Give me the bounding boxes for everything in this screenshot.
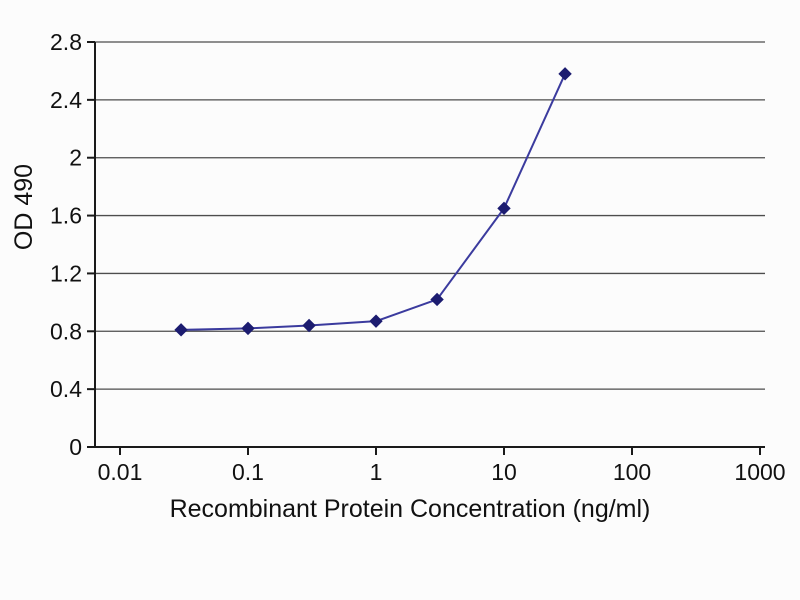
y-tick-label: 2 <box>69 145 82 171</box>
axes: 0.01 0.1 1 10 100 1000 0 0.4 0.8 1.2 1.6 2 2.4 2.8 <box>50 29 786 485</box>
data-point-marker <box>497 201 511 216</box>
y-tick-label: 0.4 <box>50 376 82 402</box>
y-tick-label: 1.2 <box>50 260 82 286</box>
data-point-marker <box>558 67 572 81</box>
data-point-marker <box>430 292 444 307</box>
x-tick-label: 1 <box>370 459 383 485</box>
data-line <box>181 73 566 331</box>
plot-layer: 0.01 0.1 1 10 100 1000 0 0.4 0.8 1.2 1.6 2 2.4 2.8 <box>50 29 786 485</box>
data-point-marker <box>369 314 383 328</box>
y-tick-label: 2.8 <box>50 29 82 55</box>
data-point-marker <box>241 321 255 336</box>
x-tick-label: 100 <box>613 459 651 485</box>
y-tick-label: 0.8 <box>50 318 82 344</box>
data-point-marker <box>174 323 188 337</box>
y-tick-label: 1.6 <box>50 203 82 229</box>
data-points <box>174 67 572 337</box>
x-axis-title: Recombinant Protein Concentration (ng/ml… <box>170 495 651 523</box>
gridlines <box>95 41 765 390</box>
y-tick-label: 0 <box>69 434 82 460</box>
y-tick-label: 2.4 <box>50 87 82 113</box>
y-axis-title: OD 490 <box>10 164 38 250</box>
x-tick-label: 0.1 <box>232 459 264 485</box>
x-tick-label: 0.01 <box>98 459 143 485</box>
data-point-marker <box>302 318 316 333</box>
x-tick-label: 10 <box>491 459 517 485</box>
x-tick-label: 1000 <box>734 459 785 485</box>
